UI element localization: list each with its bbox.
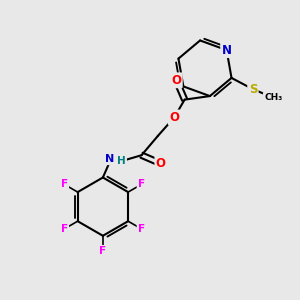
- Text: F: F: [61, 224, 68, 234]
- Text: F: F: [138, 179, 145, 189]
- Text: F: F: [138, 224, 145, 234]
- Text: O: O: [169, 111, 179, 124]
- Text: F: F: [61, 179, 68, 189]
- Text: N: N: [222, 44, 232, 57]
- Text: O: O: [156, 157, 166, 170]
- Text: S: S: [249, 83, 257, 96]
- Text: H: H: [117, 156, 126, 166]
- Text: O: O: [171, 74, 181, 87]
- Text: N: N: [105, 154, 115, 164]
- Text: F: F: [99, 246, 106, 256]
- Text: CH₃: CH₃: [264, 93, 282, 102]
